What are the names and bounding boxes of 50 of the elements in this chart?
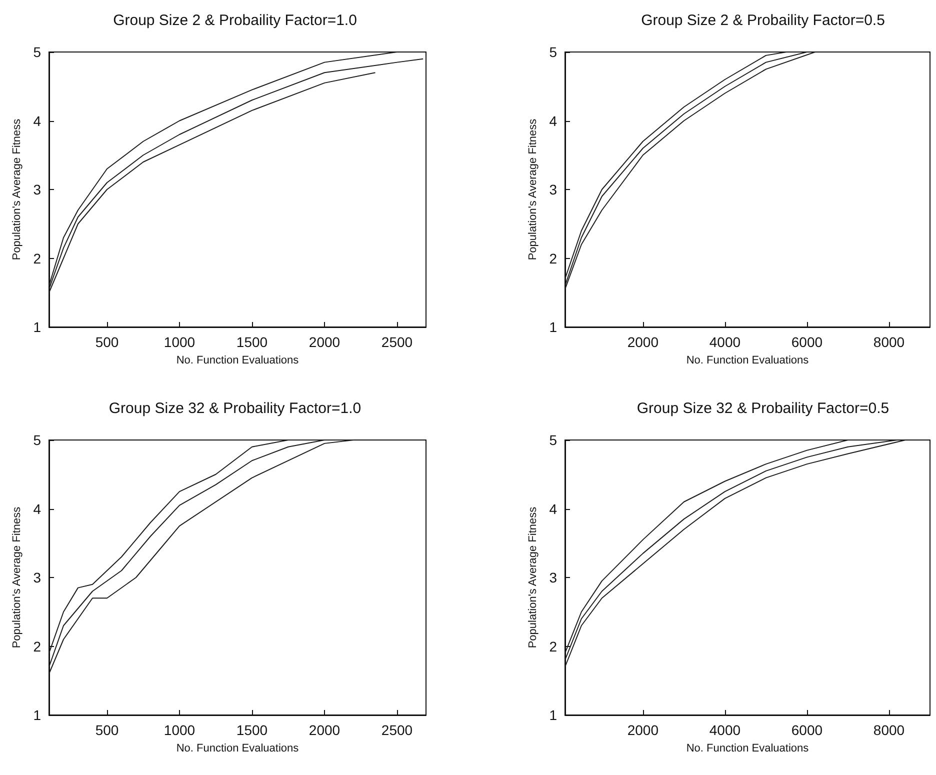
y-tick-label: 3 xyxy=(33,570,42,586)
x-tick-label: 500 xyxy=(95,722,119,738)
x-axis-title: No. Function Evaluations xyxy=(176,354,300,366)
x-axis-title: No. Function Evaluations xyxy=(686,354,810,366)
chart-title: Group Size 2 & Probaility Factor=0.5 xyxy=(641,12,885,29)
y-tick-label: 1 xyxy=(33,319,42,335)
x-tick-label: 4000 xyxy=(709,722,741,738)
x-tick-label: 8000 xyxy=(873,722,905,738)
x-tick-label: 1500 xyxy=(236,334,268,350)
y-tick-label: 3 xyxy=(33,182,42,198)
x-tick-label: 2000 xyxy=(308,334,340,350)
y-tick-label: 2 xyxy=(549,638,558,654)
x-tick-label: 2000 xyxy=(627,334,659,350)
x-axis-title: No. Function Evaluations xyxy=(686,742,810,754)
x-tick-label: 8000 xyxy=(873,334,905,350)
y-tick-label: 2 xyxy=(33,638,42,654)
chart-title: Group Size 32 & Probaility Factor=0.5 xyxy=(636,400,890,417)
y-tick-label: 5 xyxy=(549,432,558,448)
x-tick-label: 2000 xyxy=(627,722,659,738)
y-tick-label: 5 xyxy=(33,432,42,448)
y-tick-label: 3 xyxy=(549,570,558,586)
y-tick-label: 3 xyxy=(549,182,558,198)
x-tick-label: 1500 xyxy=(236,722,268,738)
y-tick-label: 4 xyxy=(33,112,42,129)
x-tick-label: 1000 xyxy=(164,334,196,350)
y-axis-title: Population's Average Fitness xyxy=(526,118,539,260)
x-tick-label: 500 xyxy=(95,334,119,350)
x-tick-label: 6000 xyxy=(791,722,823,738)
y-tick-label: 1 xyxy=(549,707,558,723)
x-tick-label: 4000 xyxy=(709,334,741,350)
y-tick-label: 4 xyxy=(549,500,558,517)
chart-title: Group Size 2 & Probaility Factor=1.0 xyxy=(113,12,357,29)
chart-title: Group Size 32 & Probaility Factor=1.0 xyxy=(108,400,362,417)
y-tick-label: 5 xyxy=(33,44,42,60)
y-tick-label: 1 xyxy=(33,707,42,723)
x-tick-label: 1000 xyxy=(164,722,196,738)
y-tick-label: 5 xyxy=(549,44,558,60)
x-axis-title: No. Function Evaluations xyxy=(176,742,300,754)
y-axis-title: Population's Average Fitness xyxy=(10,506,23,648)
x-tick-label: 2000 xyxy=(308,722,340,738)
x-tick-label: 6000 xyxy=(791,334,823,350)
y-axis-title: Population's Average Fitness xyxy=(10,118,23,260)
y-tick-label: 2 xyxy=(33,250,42,266)
x-tick-label: 2500 xyxy=(381,334,413,350)
x-tick-label: 2500 xyxy=(381,722,413,738)
y-tick-label: 2 xyxy=(549,250,558,266)
y-axis-title: Population's Average Fitness xyxy=(526,506,539,648)
y-tick-label: 4 xyxy=(549,112,558,129)
y-tick-label: 4 xyxy=(33,500,42,517)
y-tick-label: 1 xyxy=(549,319,558,335)
